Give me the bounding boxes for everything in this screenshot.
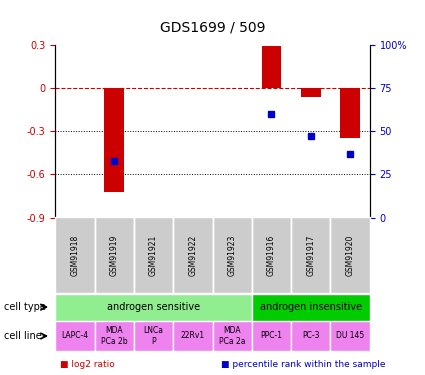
FancyBboxPatch shape (173, 321, 212, 351)
Text: MDA
PCa 2b: MDA PCa 2b (101, 326, 128, 346)
FancyBboxPatch shape (291, 217, 331, 292)
Text: MDA
PCa 2a: MDA PCa 2a (219, 326, 245, 346)
Text: ■ log2 ratio: ■ log2 ratio (60, 360, 114, 369)
FancyBboxPatch shape (134, 217, 173, 292)
Text: GDS1699 / 509: GDS1699 / 509 (160, 21, 265, 34)
FancyBboxPatch shape (212, 321, 252, 351)
Text: LNCa
P: LNCa P (144, 326, 164, 346)
Text: DU 145: DU 145 (336, 332, 364, 340)
Bar (105, 88, 124, 192)
Text: androgen sensitive: androgen sensitive (107, 302, 200, 312)
Text: GSM91921: GSM91921 (149, 234, 158, 276)
Text: GSM91923: GSM91923 (228, 234, 237, 276)
FancyBboxPatch shape (252, 217, 291, 292)
Text: GSM91917: GSM91917 (306, 234, 315, 276)
Text: GSM91922: GSM91922 (188, 234, 197, 276)
FancyBboxPatch shape (331, 321, 370, 351)
Text: cell line: cell line (4, 331, 42, 341)
Text: androgen insensitive: androgen insensitive (260, 302, 362, 312)
FancyBboxPatch shape (55, 294, 252, 321)
Text: LAPC-4: LAPC-4 (61, 332, 88, 340)
FancyBboxPatch shape (252, 294, 370, 321)
Text: PC-3: PC-3 (302, 332, 320, 340)
FancyBboxPatch shape (252, 321, 291, 351)
Text: GSM91920: GSM91920 (346, 234, 354, 276)
FancyBboxPatch shape (94, 217, 134, 292)
Text: ■ percentile rank within the sample: ■ percentile rank within the sample (221, 360, 385, 369)
FancyBboxPatch shape (291, 321, 331, 351)
Text: GSM91918: GSM91918 (71, 234, 79, 276)
FancyBboxPatch shape (94, 321, 134, 351)
FancyBboxPatch shape (55, 321, 94, 351)
FancyBboxPatch shape (331, 217, 370, 292)
Bar (262, 46, 281, 88)
Text: GSM91919: GSM91919 (110, 234, 119, 276)
Text: 22Rv1: 22Rv1 (181, 332, 205, 340)
FancyBboxPatch shape (173, 217, 212, 292)
FancyBboxPatch shape (134, 321, 173, 351)
Bar (340, 88, 360, 138)
Text: GSM91916: GSM91916 (267, 234, 276, 276)
Bar (301, 88, 320, 97)
Text: PPC-1: PPC-1 (261, 332, 283, 340)
Text: cell type: cell type (4, 302, 46, 312)
FancyBboxPatch shape (212, 217, 252, 292)
FancyBboxPatch shape (55, 217, 94, 292)
